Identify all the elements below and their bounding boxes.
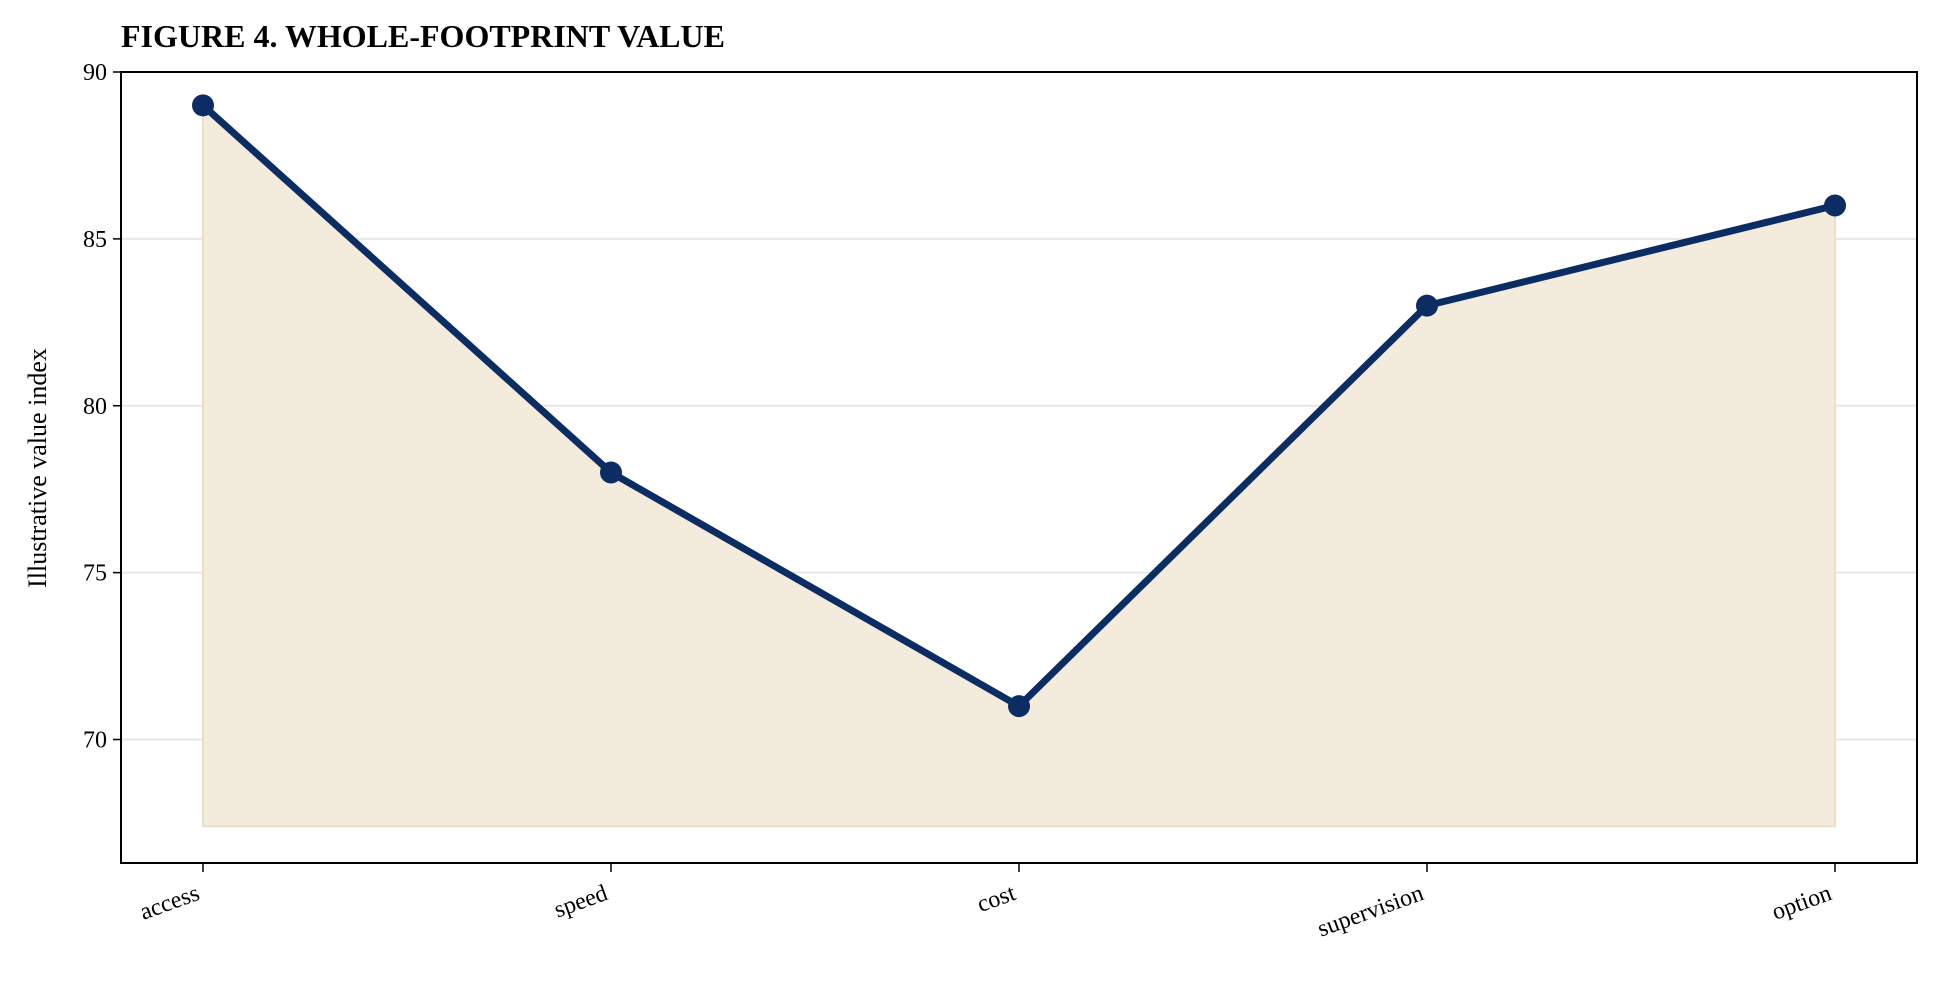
data-point-speed [600,461,622,484]
y-axis-label: Illustrative value index [23,348,52,588]
data-point-access [192,94,214,117]
area-fill-layer [202,103,1836,828]
area-fill [202,103,1836,828]
x-tick-label-cost: cost [974,880,1020,918]
y-tick-label-85: 85 [83,227,107,253]
y-tick-label-80: 80 [83,394,107,420]
data-point-option [1824,194,1846,217]
x-tick-label-supervision: supervision [1314,880,1427,942]
x-tick-label-speed: speed [551,880,611,923]
y-tick-label-75: 75 [83,561,107,587]
axes [113,71,1918,872]
x-tick-label-option: option [1769,880,1836,925]
data-points [192,94,1846,718]
x-tick-label-access: access [137,880,203,925]
y-tick-label-70: 70 [83,728,107,754]
data-point-supervision [1416,294,1438,317]
y-tick-label-90: 90 [83,60,107,86]
data-point-cost [1008,695,1030,718]
chart-title: FIGURE 4. WHOLE-FOOTPRINT VALUE [121,18,725,54]
